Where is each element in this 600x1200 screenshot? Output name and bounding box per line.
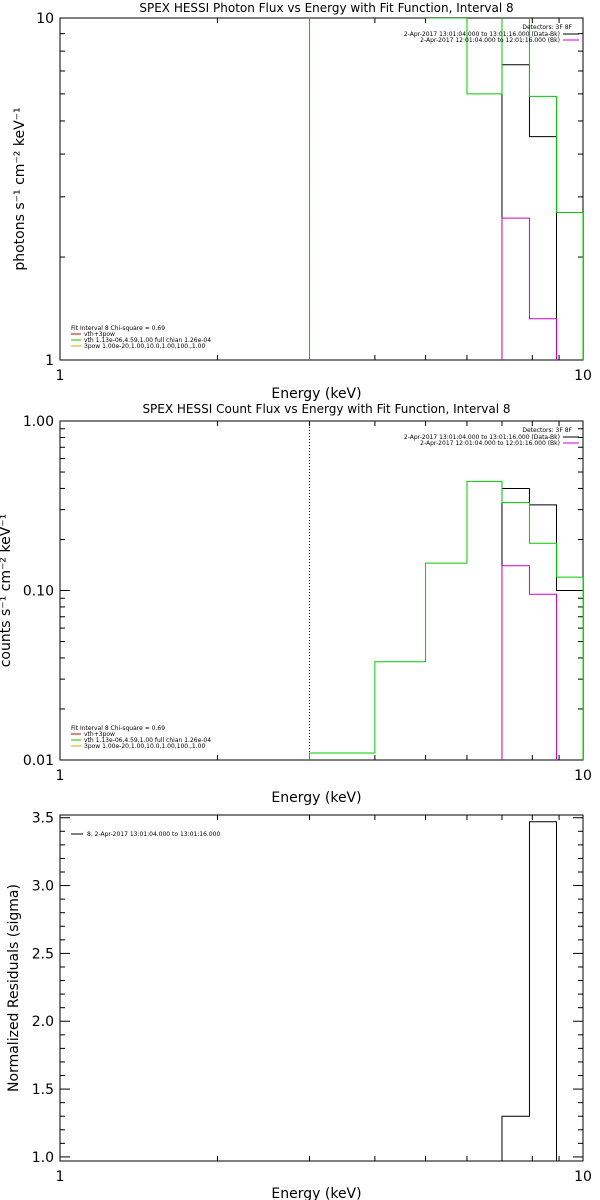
x-tick-label: 10 [574, 368, 592, 384]
y-tick-label: 0.10 [23, 584, 54, 600]
legend-header: Detectors: 3F 8F [522, 427, 572, 434]
plot-area [501, 821, 558, 1161]
legend-bottom: Fit Interval 8 Chi-square = 0.69vth+3pow… [71, 725, 211, 750]
fit-legend-entry: vth+3pow [84, 731, 115, 738]
legend-top-left: 8. 2-Apr-2017 13:01:04.000 to 13:01:16.0… [71, 831, 220, 838]
series-line-3 [309, 480, 583, 760]
fit-legend-entry: vth+3pow [84, 331, 115, 338]
y-tick-label: 3.5 [32, 811, 54, 827]
legend-bottom: Fit Interval 8 Chi-square = 0.69vth+3pow… [71, 325, 211, 350]
plot-frame [59, 17, 584, 361]
y-tick-label: 3.0 [32, 879, 54, 895]
x-axis-label: Energy (keV) [271, 790, 361, 806]
plot-area [309, 421, 583, 760]
series-line-1 [501, 821, 558, 1161]
legend-entry: 2-Apr-2017 13:01:04.000 to 13:01:16.000 … [404, 434, 560, 441]
legend-entry: 2-Apr-2017 13:01:04.000 to 13:01:16.000 … [404, 31, 560, 38]
series-line-3 [309, 18, 583, 360]
legend-top: Detectors: 3F 8F2-Apr-2017 13:01:04.000 … [404, 24, 579, 44]
x-tick-label: 10 [574, 768, 592, 784]
plot-area [309, 18, 583, 360]
y-axis-label: photons s⁻¹ cm⁻² keV⁻¹ [12, 107, 28, 270]
chart-title: SPEX HESSI Count Flux vs Energy with Fit… [142, 402, 510, 416]
chart-panel-3: 1 10 1.0 1.5 2.0 2.5 3.0 3.5 Energy (keV) Normali… [6, 811, 592, 1200]
plot-frame [59, 420, 584, 761]
legend-entry: 2-Apr-2017 12:01:04.000 to 12:01:16.000 … [420, 440, 560, 447]
y-axis-ticks: 0.01 0.10 1.00 [23, 414, 583, 769]
x-axis-ticks: 1 10 [56, 815, 592, 1185]
y-tick-label: 1.0 [32, 1150, 54, 1166]
y-tick-label: 1.5 [32, 1082, 54, 1098]
fit-legend-entry: vth 1.13e-06,4.59,1.00 full chian 1.26e-… [84, 737, 211, 744]
series-line-1 [501, 487, 583, 760]
x-tick-label: 10 [574, 1169, 592, 1185]
y-axis-label: counts s⁻¹ cm⁻² keV⁻¹ [0, 514, 14, 668]
y-tick-label: 1 [45, 353, 54, 369]
y-tick-label: 10 [36, 11, 54, 27]
legend-entry: 8. 2-Apr-2017 13:01:04.000 to 13:01:16.0… [87, 831, 220, 838]
y-axis-ticks: 1 10 [36, 11, 583, 369]
x-tick-label: 1 [56, 368, 65, 384]
x-axis-label: Energy (keV) [271, 386, 361, 402]
y-axis-label: Normalized Residuals (sigma) [6, 884, 22, 1092]
legend-entry: 2-Apr-2017 12:01:04.000 to 12:01:16.000 … [420, 37, 560, 44]
x-axis-ticks: 1 10 [56, 421, 592, 784]
plot-frame [59, 814, 584, 1162]
y-axis-ticks: 1.0 1.5 2.0 2.5 3.0 3.5 [32, 811, 583, 1166]
fit-legend-header: Fit Interval 8 Chi-square = 0.69 [71, 725, 165, 732]
fit-legend-entry: vth 1.13e-06,4.59,1.00 full chian 1.26e-… [84, 337, 211, 344]
chart-panel-1: SPEX HESSI Photon Flux vs Energy with Fi… [12, 1, 592, 402]
y-tick-label: 2.5 [32, 946, 54, 962]
legend-header: Detectors: 3F 8F [522, 24, 572, 31]
chart-title: SPEX HESSI Photon Flux vs Energy with Fi… [139, 1, 513, 15]
y-tick-label: 1.00 [23, 414, 54, 430]
y-tick-label: 2.0 [32, 1014, 54, 1030]
x-tick-label: 1 [56, 768, 65, 784]
series-line-1 [501, 64, 583, 360]
fit-legend-entry: 3pow 1.00e-20,1.00,10.0,1.00,100.,1.00 [84, 743, 205, 750]
series-line-2 [501, 217, 558, 360]
series-line-2 [501, 565, 558, 760]
legend-top: Detectors: 3F 8F2-Apr-2017 13:01:04.000 … [404, 427, 579, 447]
chart-panel-2: SPEX HESSI Count Flux vs Energy with Fit… [0, 402, 592, 806]
x-axis-label: Energy (keV) [271, 1186, 361, 1200]
y-tick-label: 0.01 [23, 753, 54, 769]
fit-legend-entry: 3pow 1.00e-20,1.00,10.0,1.00,100.,1.00 [84, 343, 205, 350]
fit-legend-header: Fit Interval 8 Chi-square = 0.69 [71, 325, 165, 332]
x-tick-label: 1 [56, 1169, 65, 1185]
